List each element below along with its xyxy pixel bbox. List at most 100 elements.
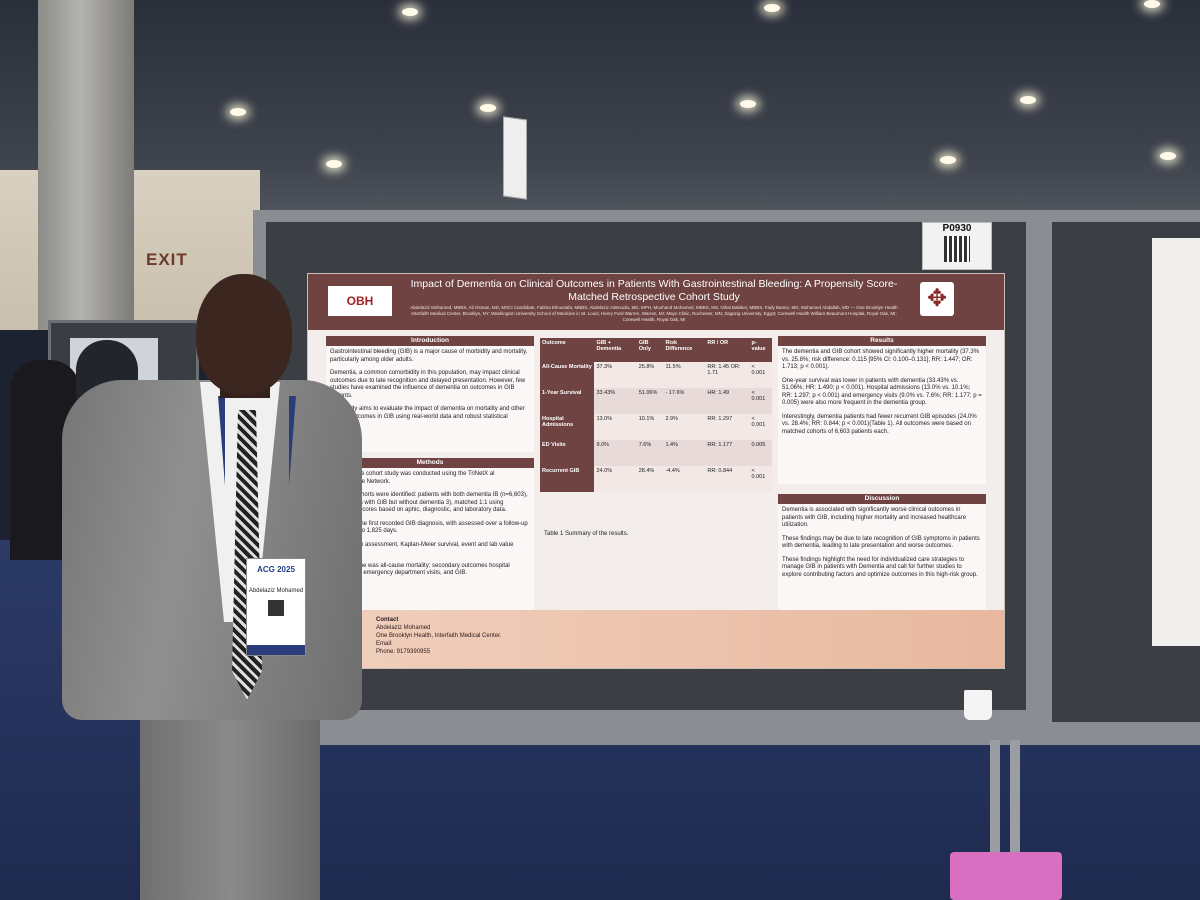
results-paragraph: Interestingly, dementia patients had few…	[782, 413, 977, 435]
table-cell: < 0.001	[749, 466, 772, 492]
table-caption: Table 1 Summary of the results.	[544, 531, 629, 537]
poster-authors: Abdelaziz Mohamed, MBBS, Ali Osman, MD, …	[410, 305, 898, 322]
table-row-label: 1-Year Survival	[540, 388, 595, 414]
ceiling-light	[764, 4, 780, 12]
methods-paragraph: event was the first recorded GIB diagnos…	[330, 520, 528, 535]
introduction-heading: Introduction	[326, 336, 534, 346]
table-header-cell: GIB + Dementia	[594, 338, 637, 362]
methods-paragraph: matched cohorts were identified: patient…	[330, 492, 528, 513]
table-cell: 10.1%	[636, 414, 664, 440]
ceiling-light	[740, 100, 756, 108]
contact-name: Abdelaziz Mohamed	[376, 625, 431, 631]
ceiling-light	[1160, 152, 1176, 160]
badge-event: ACG 2025	[257, 565, 295, 574]
results-paragraph: One-year survival was lower in patients …	[782, 377, 982, 407]
introduction-paragraph: Dementia, a common comorbidity in this p…	[330, 370, 526, 399]
adjacent-poster	[1152, 238, 1200, 646]
table-row-label: All-Cause Mortality	[540, 362, 595, 388]
discussion-paragraph: These findings may be due to late recogn…	[782, 535, 980, 550]
pink-gift-bag	[950, 852, 1062, 900]
badge-footer	[247, 645, 305, 655]
results-paragraph: The dementia and GIB cohort showed signi…	[782, 349, 980, 370]
discussion-paragraph: These findings highlight the need for in…	[782, 556, 978, 578]
knot-logo-icon: ✥	[920, 282, 954, 316]
ceiling-light	[326, 160, 342, 168]
table-cell: 33.43%	[594, 388, 637, 414]
table-row: Hospital Admissions 13.0% 10.1% 2.9% RR:…	[540, 414, 772, 440]
table-row-label: ED Visits	[540, 440, 595, 466]
contact-info: Contact Abdelaziz Mohamed One Brooklyn H…	[376, 616, 501, 656]
discussion-paragraph: Dementia is associated with significantl…	[782, 507, 967, 528]
table-cell: HR: 1.49	[705, 388, 750, 414]
conference-badge: ACG 2025 Abdelaziz Mohamed	[246, 558, 306, 656]
poster-number: P0930	[942, 223, 972, 234]
table-cell: RR: 1.297	[705, 414, 750, 440]
hanging-banner	[503, 116, 527, 200]
table-cell: 25.8%	[636, 362, 664, 388]
table-cell: 9.0%	[594, 440, 637, 466]
table-cell: < 0.001	[749, 362, 772, 388]
ceiling-light	[1020, 96, 1036, 104]
methods-paragraph: dary outcome was all-cause mortality; se…	[330, 562, 510, 577]
concrete-pillar	[38, 0, 134, 330]
table-row: All-Cause Mortality 37.3% 25.8% 11.5% RR…	[540, 362, 772, 388]
discussion-heading: Discussion	[778, 494, 986, 504]
table-cell: 0.005	[749, 440, 772, 466]
table-header-cell: RR / OR	[705, 338, 750, 362]
institution-logo: OBH	[328, 286, 392, 316]
table-cell: < 0.001	[749, 414, 772, 440]
ceiling-light	[1144, 0, 1160, 8]
table-cell: - 17.6%	[663, 388, 706, 414]
table-cell: 28.4%	[636, 466, 664, 492]
table-row: 1-Year Survival 33.43% 51.06% - 17.6% HR…	[540, 388, 772, 414]
contact-label: Contact	[376, 617, 399, 623]
table-cell: 2.9%	[663, 414, 706, 440]
board-leg	[1010, 740, 1020, 900]
introduction-paragraph: Gastrointestinal bleeding (GIB) is a maj…	[330, 349, 528, 363]
right-column: Results The dementia and GIB cohort show…	[778, 336, 986, 618]
table-header-row: Outcome GIB + Dementia GIB Only Risk Dif…	[540, 338, 772, 362]
table-cell: 24.0%	[594, 466, 637, 492]
table-cell: 11.5%	[663, 362, 706, 388]
ceiling-light	[402, 8, 418, 16]
poster-title: Impact of Dementia on Clinical Outcomes …	[410, 278, 898, 303]
table-cell: RR: 1.177	[705, 440, 750, 466]
contact-org: One Brooklyn Health, Interfaith Medical …	[376, 633, 502, 639]
table-row: Recurrent GIB 24.0% 28.4% -4.4% RR: 0.84…	[540, 466, 772, 492]
ceiling-light	[480, 104, 496, 112]
table-header-cell: p-value	[749, 338, 772, 362]
results-heading: Results	[778, 336, 986, 346]
table-cell: < 0.001	[749, 388, 772, 414]
poster-number-label: P0930	[922, 222, 992, 270]
exit-sign: EXIT	[146, 250, 188, 269]
board-leg	[990, 740, 1000, 900]
presenter-head	[196, 274, 292, 394]
table-header-cell: Outcome	[540, 338, 595, 362]
results-table: Outcome GIB + Dementia GIB Only Risk Dif…	[540, 338, 772, 492]
table-cell: 1.4%	[663, 440, 706, 466]
ceiling-light	[940, 156, 956, 164]
contact-phone: Phone: 9179390955	[376, 649, 431, 655]
table-cell: 51.06%	[636, 388, 664, 414]
table-cell: 37.3%	[594, 362, 637, 388]
table-header-cell: Risk Difference	[663, 338, 706, 362]
qr-code-icon	[944, 236, 970, 262]
table-cell: RR: 1.45 OR: 1.71	[705, 362, 750, 388]
research-poster: OBH Impact of Dementia on Clinical Outco…	[308, 274, 1004, 668]
contact-band	[308, 610, 1004, 668]
table-row: ED Visits 9.0% 7.6% 1.4% RR: 1.177 0.005	[540, 440, 772, 466]
table-row-label: Hospital Admissions	[540, 414, 595, 440]
discussion-body: Dementia is associated with significantl…	[778, 504, 986, 618]
table-header-cell: GIB Only	[636, 338, 664, 362]
results-body: The dementia and GIB cohort showed signi…	[778, 346, 986, 484]
badge-qr-icon	[268, 600, 284, 616]
table-cell: -4.4%	[663, 466, 706, 492]
poster-header	[308, 274, 1004, 330]
table-row-label: Recurrent GIB	[540, 466, 595, 492]
badge-name: Abdelaziz Mohamed	[248, 588, 304, 594]
contact-email-label: Email:	[376, 641, 393, 647]
paper-cup	[964, 690, 992, 720]
table-cell: RR: 0.844	[705, 466, 750, 492]
table-cell: 13.0%	[594, 414, 637, 440]
table-cell: 7.6%	[636, 440, 664, 466]
